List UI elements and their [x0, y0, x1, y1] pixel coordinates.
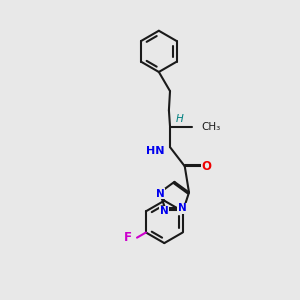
Text: O: O	[201, 160, 211, 173]
Text: F: F	[124, 231, 132, 244]
Text: N: N	[178, 203, 186, 213]
Text: N: N	[160, 206, 168, 216]
Text: N: N	[155, 189, 164, 199]
Text: H: H	[175, 114, 183, 124]
Text: CH₃: CH₃	[202, 122, 221, 131]
Text: HN: HN	[146, 146, 165, 156]
